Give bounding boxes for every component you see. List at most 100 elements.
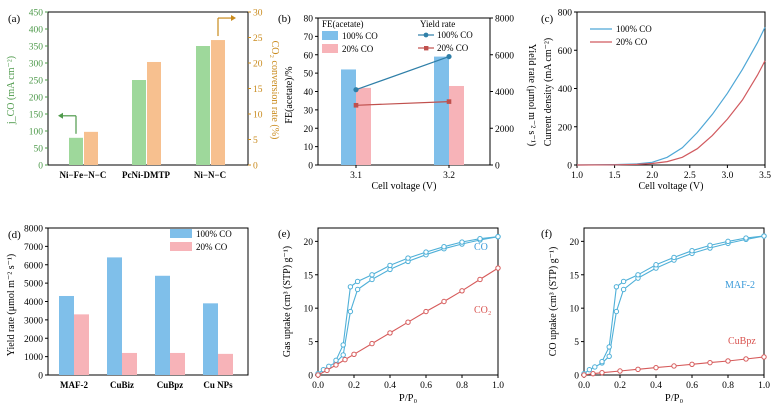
point-e-series-1 [340, 342, 346, 348]
chart-e-y-axis-tick-label: 10 [304, 305, 314, 315]
point-e-series-0 [354, 286, 361, 293]
chart-b-legend-line-20co: 20% CO [437, 43, 469, 53]
chart-a-right-axis-tick-label: 30 [253, 9, 263, 19]
chart-e-series-label-2: CO₂ [474, 305, 491, 316]
chart-d-y-axis-tick-label: 2000 [24, 335, 43, 345]
chart-b-right-axis-tick-label: 2000 [495, 125, 514, 135]
point-e-series-1 [369, 272, 375, 278]
chart-b-left-axis-tick-label: 40 [304, 88, 314, 98]
bar-d-100co [203, 303, 218, 375]
chart-a-left-axis-tick-label: 0 [38, 162, 43, 172]
point-f-series-2 [590, 370, 596, 377]
point-e-series-2 [369, 340, 375, 347]
chart-e-y-axis-tick-label: 15 [304, 271, 314, 281]
chart-d-y-axis-tick-label: 0 [38, 372, 43, 382]
chart-b-legend-line-20co-marker [424, 46, 429, 51]
chart-d-category-label: CuBiz [110, 380, 134, 390]
chart-c-legend-100co: 100% CO [616, 24, 652, 34]
chart-a-right-axis-tick-label: 20 [253, 60, 263, 70]
chart-a-left-axis-tick-label: 200 [29, 94, 44, 104]
chart-f-series-label-2: CuBpz [728, 336, 756, 347]
chart-b-legend-bar-20co: 20% CO [342, 44, 374, 54]
chart-e-frame [317, 227, 499, 376]
chart-b-ylabel-left: FE(acetate)/% [284, 66, 295, 123]
chart-c-y-axis-tick-label: 200 [558, 123, 573, 133]
point-e-series-2 [315, 372, 321, 378]
chart-a-green-arrow-head [58, 112, 63, 119]
chart-d-y-axis-tick-label: 5000 [24, 280, 43, 290]
bar-a-jco [132, 80, 146, 165]
bar-b-100co [434, 56, 449, 165]
bar-d-20co [170, 352, 185, 375]
point-e-series-1 [405, 255, 411, 261]
chart-b-legend-line-title: Yield rate [420, 19, 455, 29]
point-b-yield-100co [446, 53, 452, 60]
chart-a-orange-arrow-head [231, 15, 236, 22]
point-e-series-1 [477, 235, 483, 242]
chart-f-y-axis-tick-label: 15 [570, 271, 580, 281]
chart-e-series-label-1: CO [474, 242, 488, 253]
chart-d-y-axis-tick-label: 1000 [24, 353, 43, 363]
chart-b-panel-label: (b) [278, 13, 291, 25]
point-e-series-1 [347, 284, 354, 290]
point-e-series-2 [459, 288, 465, 294]
bar-b-100co [341, 69, 356, 165]
chart-c-x-axis-tick-label: 1.5 [609, 171, 621, 181]
chart-c-legend-20co: 20% CO [616, 37, 648, 47]
chart-a-left-axis-tick-label: 300 [29, 60, 44, 70]
chart-b-right-axis-tick-label: 4000 [495, 88, 514, 98]
chart-e-x-axis-tick-label: 0.4 [384, 381, 396, 391]
point-e-series-2 [441, 298, 447, 305]
chart-e-panel-label: (e) [278, 228, 291, 240]
chart-a-left-axis-tick-label: 450 [29, 9, 44, 19]
point-e-series-1 [423, 249, 429, 255]
chart-d-legend-100co: 100% CO [196, 229, 232, 239]
chart-e-x-axis-tick-label: 0.8 [456, 381, 468, 391]
chart-e-x-axis-tick-label: 0.0 [312, 381, 324, 391]
chart-a-left-axis-tick-label: 400 [29, 26, 44, 36]
chart-f-x-axis-tick-label: 0.6 [686, 381, 698, 391]
chart-a-left-axis-tick-label: 250 [29, 77, 44, 87]
chart-f-x-axis-tick-label: 0.0 [578, 381, 590, 391]
chart-a-left-axis-tick-label: 100 [29, 128, 44, 138]
chart-a-right-axis-tick-label: 10 [253, 111, 263, 121]
chart-c-x-axis-tick-label: 2.0 [646, 171, 658, 181]
chart-d-y-axis-tick-label: 8000 [24, 225, 43, 235]
chart-d-legend-swatch-100co [170, 229, 192, 238]
point-f-series-2 [761, 354, 767, 360]
line-c-100co [576, 27, 766, 166]
chart-d-y-axis-tick-label: 6000 [24, 261, 43, 271]
point-e-series-2 [423, 308, 429, 315]
chart-c-y-axis-tick-label: 0 [567, 162, 572, 172]
point-f-series-1 [671, 254, 677, 261]
chart-b-left-axis-tick-label: 60 [304, 51, 314, 61]
point-e-series-2 [477, 276, 483, 283]
chart-a-right-axis-tick-label: 25 [253, 34, 263, 44]
chart-c-x-axis-tick-label: 3.5 [759, 171, 771, 181]
chart-a-right-axis-tick-label: 15 [253, 85, 263, 95]
bar-a-conversion [211, 40, 225, 165]
point-f-series-2 [689, 361, 695, 368]
point-f-series-0 [613, 308, 620, 315]
chart-d-y-axis-tick-label: 3000 [24, 316, 43, 326]
chart-c-y-axis-tick-label: 800 [558, 9, 573, 19]
bar-d-100co [107, 257, 122, 375]
chart-b-legend-line-100co-marker [423, 32, 429, 38]
chart-c-y-axis-tick-label: 600 [558, 47, 573, 57]
bar-d-100co [155, 275, 170, 375]
point-f-series-0 [606, 353, 612, 359]
chart-a-category-label: Ni−Fe−N−C [60, 170, 107, 180]
bar-d-20co [218, 353, 233, 375]
point-e-series-2 [351, 351, 357, 357]
chart-a-ylabel-right: CO₂ conversion rate (%) [269, 41, 280, 140]
chart-a-left-axis-tick-label: 350 [29, 43, 44, 53]
chart-b-left-axis-tick-label: 80 [304, 15, 314, 25]
chart-a-right-axis-tick-label: 5 [253, 136, 258, 146]
chart-b-legend-line-100co: 100% CO [437, 30, 473, 40]
chart-e-y-axis-tick-label: 0 [308, 372, 313, 382]
point-f-series-0 [592, 364, 598, 370]
chart-b-right-axis-tick-label: 8000 [495, 15, 514, 25]
bar-b-20co [449, 85, 464, 165]
chart-b-legend-swatch-20co [322, 44, 338, 53]
